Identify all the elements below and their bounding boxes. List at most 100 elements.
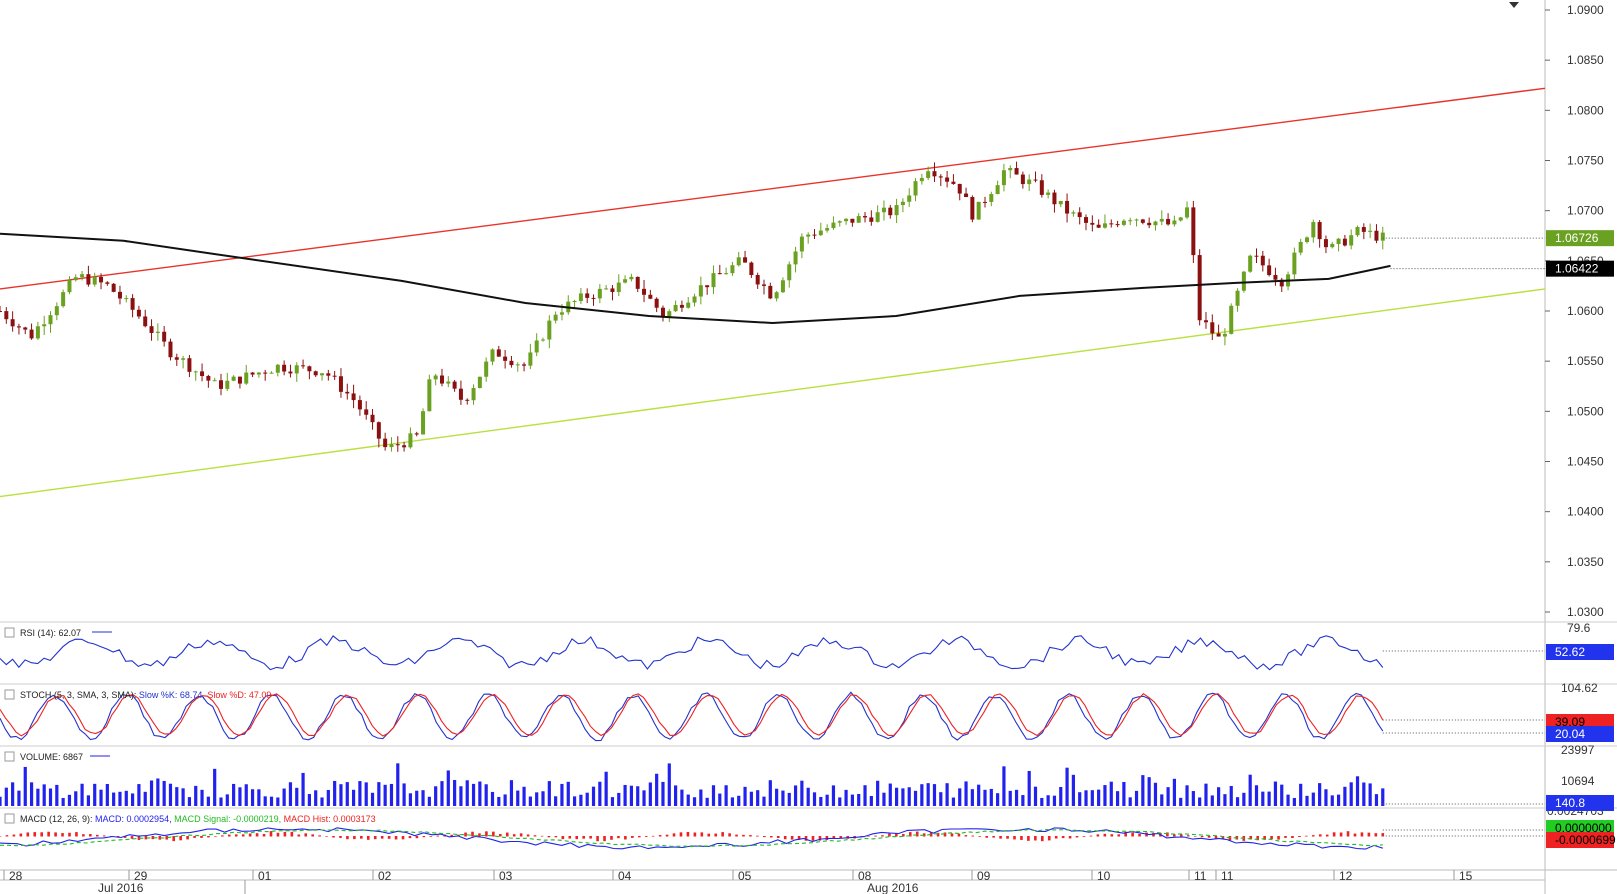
last-price-tag-text: 1.06726 [1555,231,1599,245]
price-tick-label: 1.0500 [1567,404,1604,418]
volume-bar [629,785,634,806]
macd-hist-bar [1200,836,1204,838]
candle [761,279,766,295]
rsi-top-tick: 79.6 [1567,621,1591,635]
macd-hist-bar [304,833,308,837]
candle [67,276,72,295]
candle [130,294,135,318]
candle-body [774,292,779,299]
volume-bar [983,789,987,806]
candle-body [136,309,141,317]
macd-hist-bar [575,836,579,840]
candle-body [250,372,255,375]
macd-hist-bar [297,834,301,837]
candle-body [458,388,463,400]
trendline-upper [0,87,1546,290]
macd-hist-bar [540,835,544,837]
candle [250,372,255,378]
macd-hist-bar [950,833,954,837]
candle [313,370,318,377]
candle-body [0,311,2,312]
candle [1317,220,1322,248]
candle [1128,217,1133,226]
candle-body [768,285,773,299]
collapse-arrow-icon[interactable] [1509,2,1519,8]
volume-bar [307,794,311,806]
candle-body [616,282,621,293]
volume-bar [11,782,15,806]
candle-body [1096,224,1101,228]
candle [162,325,167,347]
candle [863,212,868,223]
candle [364,401,369,420]
macd-hist-bar [505,832,509,837]
candle [231,375,236,382]
candle [679,300,684,312]
candle [1147,217,1152,229]
macd-hist-bar [1006,836,1009,839]
candle-body [572,301,577,303]
candle [1368,223,1373,239]
candle [218,373,223,396]
volume-bar [1299,783,1303,806]
volume-bar [547,781,551,806]
candle-body [1311,222,1316,238]
candle-body [421,411,426,435]
macd-hist-bar [1103,833,1107,837]
macd-hist-bar [40,832,43,837]
volume-bar [775,788,779,806]
volume-bar [1103,785,1107,806]
volume-bar [996,793,1000,806]
candle [408,427,413,449]
candle [686,297,691,309]
candle [143,309,148,328]
volume-tick-1: 23997 [1561,743,1595,757]
volume-bar [118,791,122,806]
candle-body [1046,192,1051,195]
candle [1084,214,1089,231]
volume-bar [585,792,589,806]
candle-body [863,216,868,218]
volume-bar [440,781,444,806]
volume-bar [932,784,937,806]
volume-bar [1324,789,1328,806]
stoch-k-line [0,691,1384,742]
candle-body [938,176,943,178]
volume-tag: 140.8 [1546,795,1614,811]
volume-bar [591,786,596,806]
rsi-tag: 52.62 [1546,644,1614,660]
candle [597,284,602,304]
volume-bar [718,793,722,806]
stoch-label-part: Slow %K: 68.74, [139,690,208,700]
volume-bar [920,784,924,806]
candle-body [427,379,432,412]
volume-bar [1198,797,1202,806]
candle [1374,224,1379,244]
macd-hist-bar [151,836,155,840]
candle-body [964,193,969,198]
volume-bar [913,790,918,806]
candle-body [338,376,343,392]
volume-bar [554,796,558,806]
volume-bar [692,797,697,806]
macd-hist-bar [665,834,669,837]
macd-hist-bar [1166,832,1169,837]
volume-bar [42,784,46,806]
volume-bar [831,785,836,806]
candle [743,250,748,263]
macd-hist-bar [742,834,745,837]
candle-body [844,218,849,222]
stoch-k-tag: 20.04 [1546,726,1614,742]
candle-body [1355,227,1360,236]
candle [705,285,710,295]
candle [92,272,97,287]
macd-hist-bar [137,836,141,840]
candle-body [1317,222,1322,240]
candle [774,290,779,302]
candle [1090,215,1095,232]
candle [61,289,66,308]
volume-bar [105,784,109,806]
candle-body [761,284,766,286]
candle-body [850,218,855,223]
